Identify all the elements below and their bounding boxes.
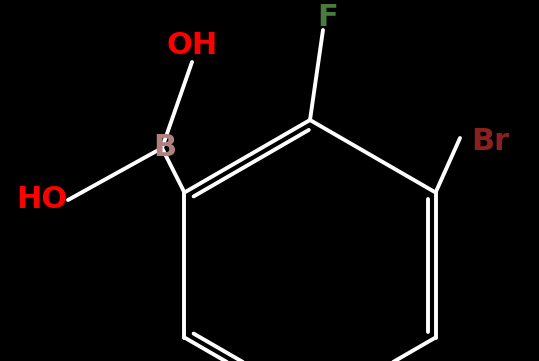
Text: Br: Br xyxy=(471,127,509,157)
Text: OH: OH xyxy=(167,30,218,60)
Text: F: F xyxy=(317,4,338,32)
Text: B: B xyxy=(154,134,177,162)
Text: HO: HO xyxy=(16,186,67,214)
